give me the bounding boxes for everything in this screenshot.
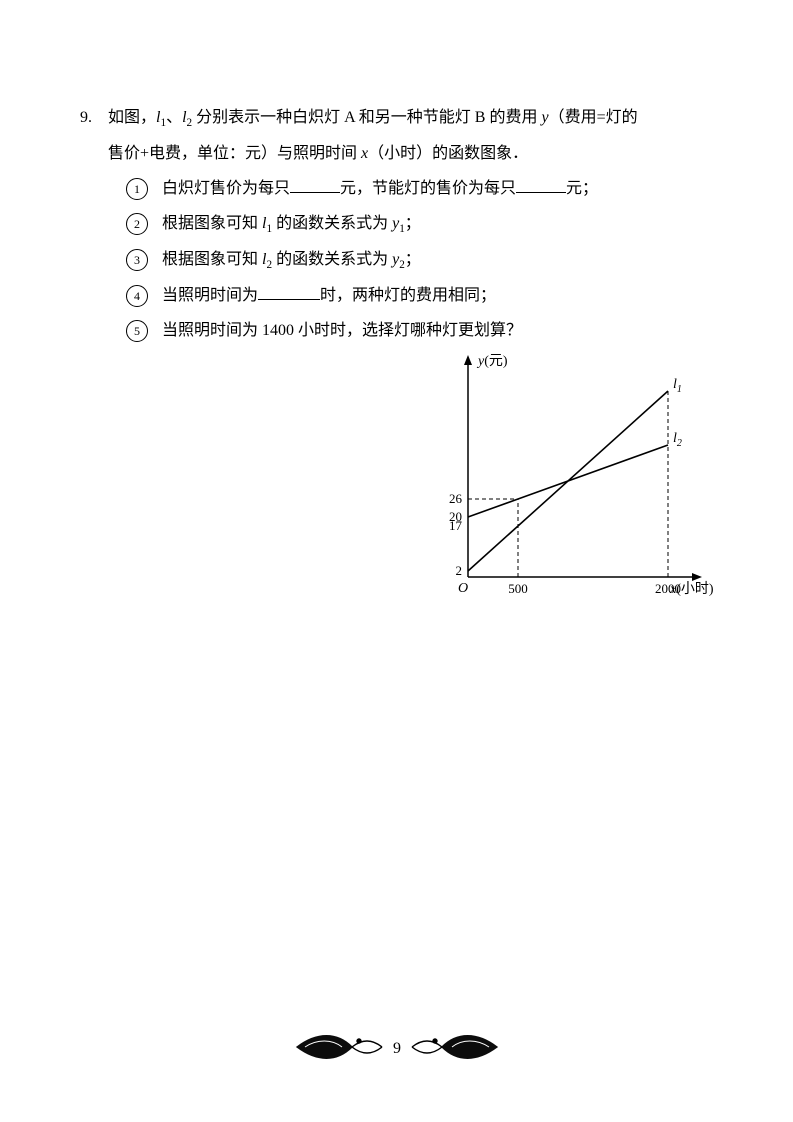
question-number: 9. [80, 100, 108, 135]
sub-question: 4 当照明时间为时，两种灯的费用相同； [126, 278, 713, 313]
page-footer: 9 [0, 1027, 793, 1067]
svg-text:l2: l2 [673, 431, 682, 449]
sub-text: 白炽灯售价为每只元，节能灯的售价为每只元； [162, 171, 598, 206]
sub-question: 3 根据图象可知 l2 的函数关系式为 y2； [126, 242, 713, 278]
sub-text: 当照明时间为时，两种灯的费用相同； [162, 278, 496, 313]
sub-number-icon: 5 [126, 320, 148, 342]
chart-container: l1l221720265002000Oy(元)x(小时) [108, 352, 713, 612]
svg-text:O: O [458, 581, 468, 596]
svg-text:2: 2 [456, 563, 463, 578]
svg-text:500: 500 [508, 581, 528, 596]
sub-question: 2 根据图象可知 l1 的函数关系式为 y1； [126, 206, 713, 242]
page-content: 9. 如图，l1、l2 分别表示一种白炽灯 A 和另一种节能灯 B 的费用 y（… [0, 0, 793, 612]
svg-text:x(小时): x(小时) [669, 581, 713, 597]
blank [516, 176, 566, 193]
sub-question: 1 白炽灯售价为每只元，节能灯的售价为每只元； [126, 171, 713, 206]
stem-line: 如图，l1、l2 分别表示一种白炽灯 A 和另一种节能灯 B 的费用 y（费用=… [108, 100, 713, 136]
sub-text: 当照明时间为 1400 小时时，选择灯哪种灯更划算？ [162, 313, 522, 348]
blank [290, 176, 340, 193]
sub-number-icon: 2 [126, 213, 148, 235]
cost-chart: l1l221720265002000Oy(元)x(小时) [413, 352, 713, 612]
blank [258, 283, 320, 300]
sub-number-icon: 4 [126, 285, 148, 307]
svg-text:y(元): y(元) [476, 354, 508, 369]
svg-text:l1: l1 [673, 377, 682, 395]
sub-text: 根据图象可知 l2 的函数关系式为 y2； [162, 242, 421, 278]
sub-number-icon: 3 [126, 249, 148, 271]
sub-number-icon: 1 [126, 178, 148, 200]
svg-text:26: 26 [449, 491, 463, 506]
svg-text:20: 20 [449, 509, 462, 524]
question-body: 如图，l1、l2 分别表示一种白炽灯 A 和另一种节能灯 B 的费用 y（费用=… [108, 100, 713, 612]
footer-ornament: 9 [287, 1027, 507, 1067]
sub-text: 根据图象可知 l1 的函数关系式为 y1； [162, 206, 421, 242]
stem-line: 售价+电费，单位：元）与照明时间 x（小时）的函数图象． [108, 136, 713, 171]
question-9: 9. 如图，l1、l2 分别表示一种白炽灯 A 和另一种节能灯 B 的费用 y（… [80, 100, 713, 612]
sub-question: 5 当照明时间为 1400 小时时，选择灯哪种灯更划算？ [126, 313, 713, 348]
page-number: 9 [393, 1040, 401, 1057]
